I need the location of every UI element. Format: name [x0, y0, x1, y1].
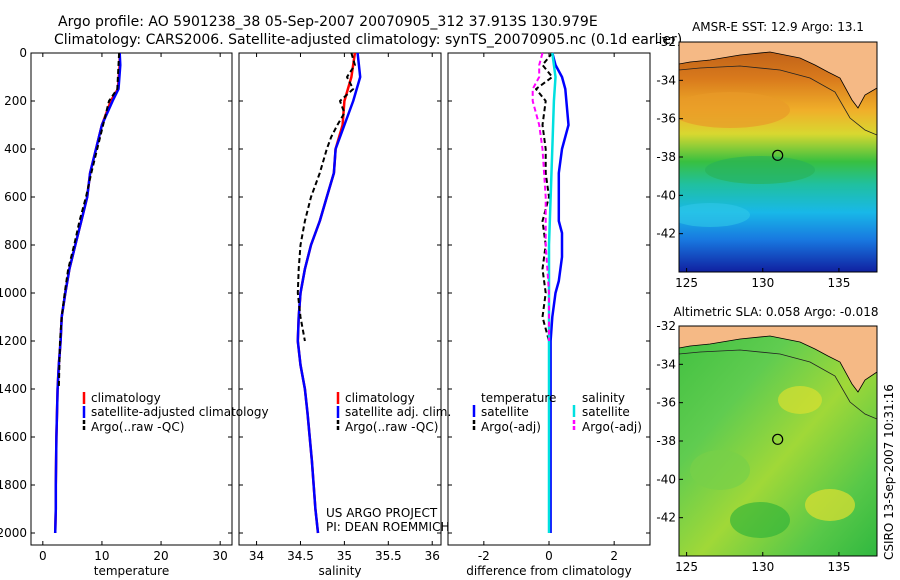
x-tick-label: -2 [478, 549, 490, 563]
legend-sal-argo-label: Argo(-adj) [582, 420, 642, 434]
series-satellite-adj-clim [296, 52, 362, 534]
float-location-marker [772, 149, 784, 161]
sst-map-axes: 125 130 135 -32 -34 -36 -38 -40 -42 [656, 35, 850, 290]
plot-frame [238, 52, 442, 546]
header-line-1: Argo profile: AO 5901238_38 05-Sep-2007 … [58, 14, 598, 30]
map-y-tick-label: -32 [656, 35, 676, 49]
map-y-tick-label: -38 [656, 150, 676, 164]
sla-high-patch-2 [805, 489, 855, 521]
sla-land [679, 326, 877, 393]
sla-low-patch [730, 502, 790, 538]
map-y-tick-label: -36 [656, 396, 676, 410]
series-salinity-argo-adj [531, 52, 550, 341]
salinity-panel: 34 34.5 35 35.5 36 salinity [238, 52, 442, 578]
map-x-tick-label: 135 [827, 276, 850, 290]
map-x-tick-label: 125 [675, 560, 698, 574]
legend-satellite-label: satellite adj. clim. [345, 405, 451, 419]
sla-contour [679, 349, 877, 420]
temperature-panel: 0 10 20 30 temperature 0 200 400 600 800 1000 1200 1… [0, 46, 233, 578]
x-tick-label: 34 [249, 549, 264, 563]
sst-map-title: AMSR-E SST: 12.9 Argo: 13.1 [692, 20, 864, 34]
legend-salinity-heading: salinity [582, 391, 625, 405]
x-axis-label: salinity [318, 564, 361, 578]
csiro-stamp: CSIRO 13-Sep-2007 10:31:16 [882, 384, 896, 560]
difference-legend: temperature satellite Argo(-adj) salinit… [472, 391, 642, 434]
legend-argo-label: Argo(..raw -QC) [345, 420, 438, 434]
x-axis-label: difference from climatology [466, 564, 632, 578]
x-tick-label: 0 [545, 549, 553, 563]
x-tick-label: 36 [425, 549, 440, 563]
x-tick-label: 10 [94, 549, 109, 563]
legend-climatology-label: climatology [91, 391, 161, 405]
sst-green-patch [705, 156, 815, 184]
sst-warm-patch [679, 92, 790, 128]
map-x-tick-label: 125 [675, 276, 698, 290]
y-tick-label: 600 [4, 190, 27, 204]
series-salinity-satellite [547, 52, 557, 533]
sst-map-image [679, 42, 877, 272]
plot-frame [30, 52, 233, 546]
y-tick-label: 1800 [0, 478, 27, 492]
map-y-tick-label: -38 [656, 434, 676, 448]
map-y-tick-label: -42 [656, 227, 676, 241]
y-tick-label: 400 [4, 142, 27, 156]
sla-mid-patch [690, 450, 750, 490]
salinity-legend: climatology satellite adj. clim. Argo(..… [336, 391, 451, 434]
sst-cyan-patch [679, 203, 750, 227]
x-tick-label: 2 [610, 549, 618, 563]
legend-temp-argo-label: Argo(-adj) [481, 420, 541, 434]
sst-land [679, 42, 877, 109]
map-y-tick-label: -42 [656, 511, 676, 525]
y-tick-label: 2000 [0, 526, 27, 540]
series-argo-raw-qc [57, 52, 121, 390]
map-y-tick-label: -40 [656, 472, 676, 486]
sla-map-image [679, 326, 877, 556]
credits-line-1: US ARGO PROJECT [326, 506, 438, 520]
x-tick-label: 20 [153, 549, 168, 563]
x-tick-label: 0 [39, 549, 47, 563]
y-tick-label: 800 [4, 238, 27, 252]
legend-temp-satellite-label: satellite [481, 405, 529, 419]
series-temperature-satellite [549, 52, 570, 533]
map-y-tick-label: -32 [656, 319, 676, 333]
legend-sal-satellite-label: satellite [582, 405, 630, 419]
map-x-tick-label: 135 [827, 560, 850, 574]
x-tick-label: 30 [213, 549, 228, 563]
map-y-tick-label: -34 [656, 73, 676, 87]
map-y-tick-label: -40 [656, 188, 676, 202]
series-temperature-argo-adj [535, 52, 554, 342]
legend-satellite-label: satellite-adjusted climatology [91, 405, 269, 419]
y-tick-label: 1200 [0, 334, 27, 348]
legend-argo-label: Argo(..raw -QC) [91, 420, 184, 434]
y-tick-label: 1000 [0, 286, 27, 300]
y-tick-label: 0 [19, 46, 27, 60]
x-axis-label: temperature [94, 564, 169, 578]
series-satellite-adjusted-climatology [53, 52, 122, 534]
y-tick-label: 1600 [0, 430, 27, 444]
sla-map-title: Altimetric SLA: 0.058 Argo: -0.018 [673, 305, 878, 319]
y-tick-label: 1400 [0, 382, 27, 396]
temperature-legend: climatology satellite-adjusted climatolo… [82, 391, 269, 434]
sla-map-axes: 125 130 135 -32 -34 -36 -38 -40 -42 [656, 319, 850, 574]
header-line-2: Climatology: CARS2006. Satellite-adjuste… [54, 32, 682, 48]
sla-high-patch [778, 386, 822, 414]
sst-contour [679, 65, 877, 136]
x-tick-label: 34.5 [287, 549, 314, 563]
series-argo-raw-qc [296, 52, 356, 342]
float-location-marker [772, 433, 784, 445]
credits-line-2: PI: DEAN ROEMMICH [326, 520, 449, 534]
map-x-tick-label: 130 [751, 276, 774, 290]
map-y-tick-label: -36 [656, 112, 676, 126]
legend-temperature-heading: temperature [481, 391, 556, 405]
map-y-tick-label: -34 [656, 357, 676, 371]
legend-climatology-label: climatology [345, 391, 415, 405]
x-tick-label: 35 [337, 549, 352, 563]
map-x-tick-label: 130 [751, 560, 774, 574]
y-tick-label: 200 [4, 94, 27, 108]
x-tick-label: 35.5 [375, 549, 402, 563]
